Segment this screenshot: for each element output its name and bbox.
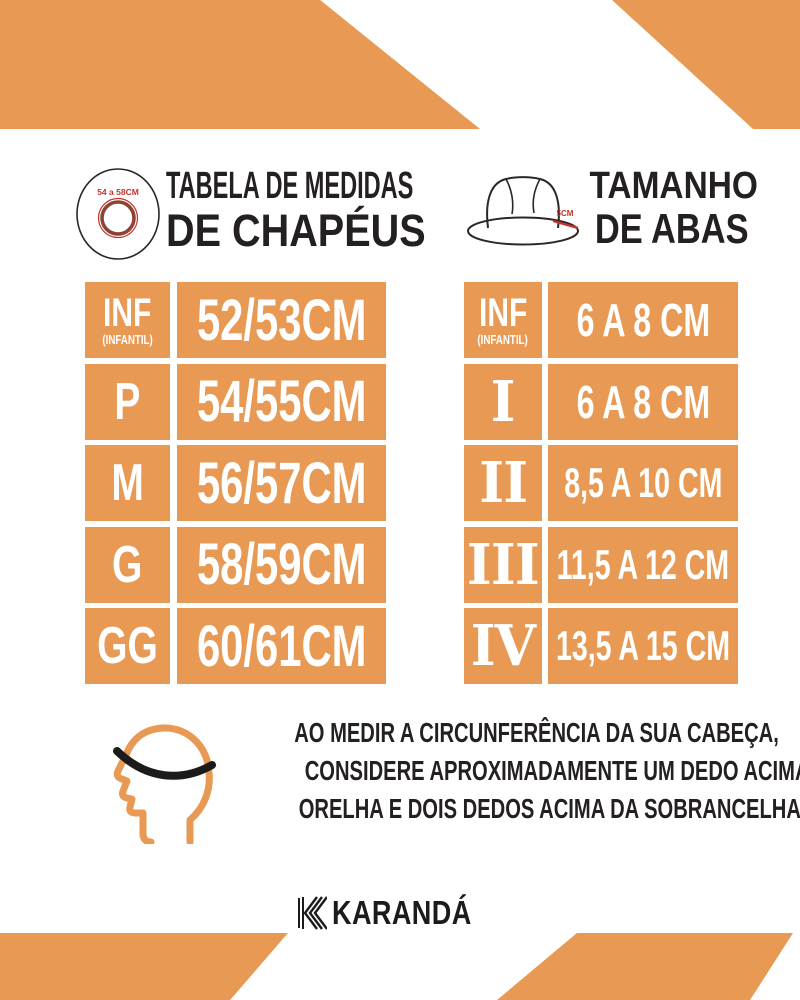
brim-size-label-inf: INF (INFANTIL) [464,282,542,358]
brim-size-label-3: III [464,526,542,603]
hats-table-title: TABELA DE MEDIDAS DE CHAPÉUS [166,165,565,256]
brim-width-label: 5CM [557,209,574,218]
hat-size-value-gg: 60/61CM [177,608,386,684]
brim-size-label-1: I [464,363,542,440]
hat-size-label-inf: INF (INFANTIL) [85,282,170,358]
hats-table-title-line2: DE CHAPÉUS [166,204,426,256]
hat-size-label-gg: GG [85,608,170,684]
instructions-line1: AO MEDIR A CIRCUNFERÊNCIA DA SUA CABEÇA, [294,717,779,748]
hat-size-value-g: 58/59CM [177,526,386,603]
hat-size-value-inf: 52/53CM [177,282,386,358]
hat-size-value-p: 54/55CM [177,363,386,440]
brim-size-value-3: 11,5 A 12 CM [548,526,738,603]
brand-logo: KARANDÁ [0,894,800,932]
hat-side-view-icon: 5CM [467,176,579,246]
hats-table-title-line1: TABELA DE MEDIDAS [166,165,414,207]
brim-sizes-table: INF (INFANTIL) 6 A 8 CM I 6 A 8 CM II 8,… [464,282,738,684]
hat-sizes-table: INF (INFANTIL) 52/53CM P 54/55CM M 56/57… [85,282,386,684]
hat-circumference-label: 54 a 58CM [97,187,139,197]
brim-table-title-line2: DE ABAS [594,204,749,252]
corner-decoration-top-left [0,0,480,129]
corner-decoration-bottom-left [0,933,288,1000]
corner-decoration-top-right [612,0,800,129]
hat-size-label-m: M [85,445,170,521]
hat-top-view-icon: 54 a 58CM [76,168,160,260]
brim-size-value-2: 8,5 A 10 CM [548,445,738,521]
instructions-line3: ORELHA E DOIS DEDOS ACIMA DA SOBRANCELHA… [298,793,800,824]
hat-size-value-m: 56/57CM [177,445,386,521]
brim-size-value-1: 6 A 8 CM [548,363,738,440]
instructions-line2: CONSIDERE APROXIMADAMENTE UM DEDO ACIMA … [304,755,800,786]
brim-size-label-2: II [464,445,542,521]
brim-size-value-4: 13,5 A 15 CM [548,608,738,684]
hat-size-label-g: G [85,526,170,603]
karanda-k-icon [298,896,328,930]
brim-size-label-4: IV [464,608,542,684]
brand-name: KARANDÁ [332,894,472,931]
brim-size-value-inf: 6 A 8 CM [548,282,738,358]
measuring-instructions: AO MEDIR A CIRCUNFERÊNCIA DA SUA CABEÇA,… [200,716,800,830]
corner-decoration-bottom-right [497,933,793,1000]
brim-table-title-line1: TAMANHO [589,165,758,207]
hat-size-label-p: P [85,363,170,440]
brim-table-title: TAMANHO DE ABAS [578,166,757,251]
head-measuring-icon [113,724,216,844]
